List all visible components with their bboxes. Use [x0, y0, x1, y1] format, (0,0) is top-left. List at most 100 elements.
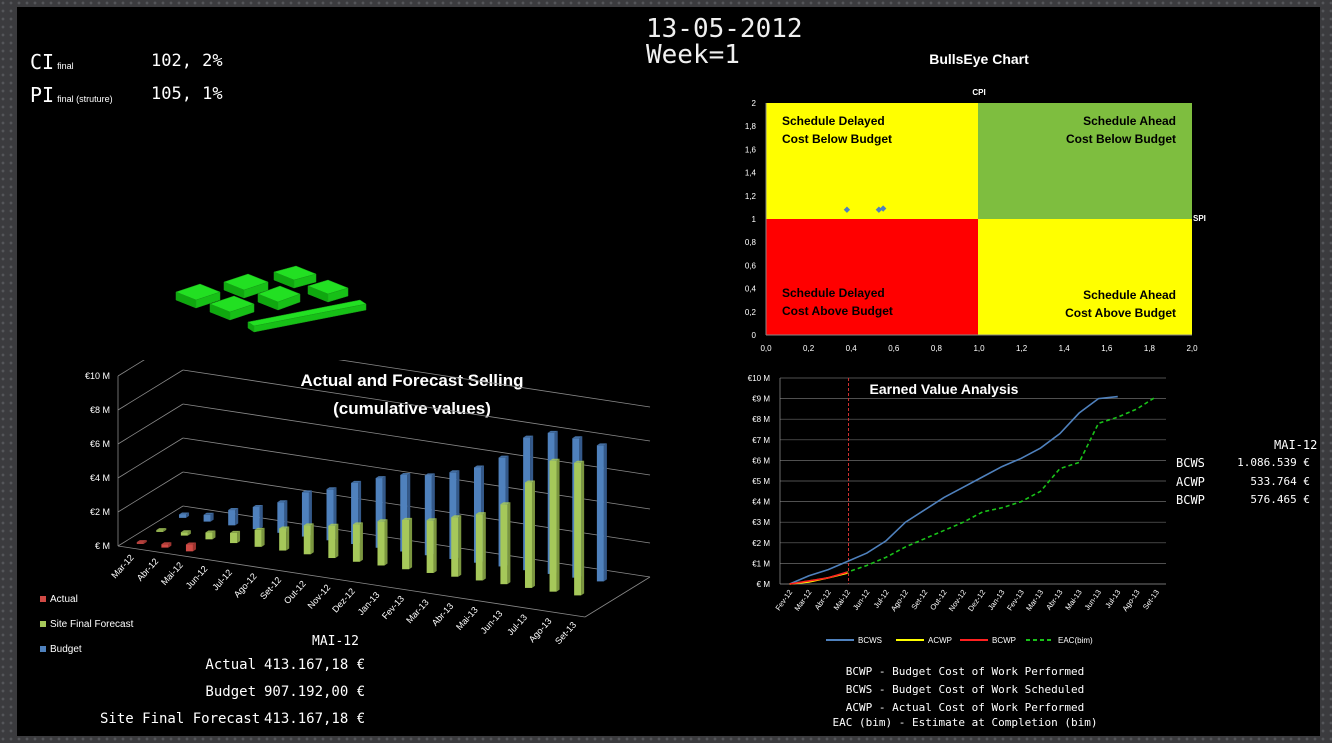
quadrant-tl-line1: Schedule Delayed	[782, 114, 885, 128]
selling-xtick-mar-12: Mar-12	[109, 553, 136, 581]
selling-bar-site-final-forecast-nov-12	[352, 522, 363, 562]
bullseye-xtick-2: 0,4	[846, 344, 858, 353]
selling-bar-actual-mar-12	[136, 540, 147, 544]
selling-xtick-ago-12: Ago-12	[232, 571, 259, 599]
selling-xtick-jun-13: Jun-13	[479, 609, 505, 636]
bullseye-cpi-label: CPI	[972, 88, 985, 97]
ev-xtick-fev-12: Fev-12	[774, 588, 795, 612]
selling-bar-site-final-forecast-abr-13	[475, 512, 486, 581]
ev-xtick-out-12: Out-12	[928, 588, 949, 612]
selling-summary-forecast-label: Site Final Forecast	[100, 711, 261, 727]
selling-xaxis	[117, 545, 586, 618]
ev-ytick-1: €1 M	[752, 559, 770, 568]
selling-sidegrid-2	[117, 437, 184, 479]
selling-xtick-jul-12: Jul-12	[210, 567, 234, 592]
selling-summary-actual-value: 413.167,18 €	[264, 657, 366, 673]
kpi-pi-symbol: PI	[30, 83, 55, 107]
selling-ytick-2: €4 M	[90, 473, 110, 483]
ev-summary-acwp-label: ACWP	[1176, 475, 1205, 489]
selling-ytick-3: €6 M	[90, 439, 110, 449]
legend-swatch-budget	[40, 646, 46, 652]
bullseye-ytick-3: 0,6	[745, 261, 757, 270]
ev-summary-bcwp-label: BCWP	[1176, 493, 1205, 507]
selling-xtick-set-13: Set-13	[553, 620, 578, 646]
ev-xtick-mai-12: Mai-12	[832, 588, 853, 612]
selling-xtick-nov-12: Nov-12	[306, 582, 333, 610]
legend-item-forecast: Site Final Forecast	[40, 619, 133, 644]
selling-bar-site-final-forecast-abr-12	[180, 530, 191, 536]
quadrant-top-right	[978, 103, 1192, 219]
selling-bar-actual-mai-12	[185, 542, 196, 552]
ev-xtick-set-13: Set-13	[1141, 588, 1161, 611]
earned-value-chart: Earned Value Analysis € M €1 M €2 M €3 M €4 …	[748, 374, 1166, 613]
selling-bar-budget-jun-12	[252, 504, 263, 530]
selling-xtick-set-12: Set-12	[258, 575, 283, 601]
ev-xtick-mar-13: Mar-13	[1024, 588, 1045, 613]
legend-label-forecast: Site Final Forecast	[50, 619, 134, 630]
kpi-pi-sub: final (struture)	[57, 94, 113, 104]
date-label: 13-05-2012	[646, 14, 803, 44]
quadrant-bl-line1: Schedule Delayed	[782, 286, 885, 300]
selling-bar-site-final-forecast-jul-12	[254, 527, 265, 547]
bullseye-xtick-1: 0,2	[803, 344, 815, 353]
ev-ytick-5: €5 M	[752, 477, 770, 486]
selling-title-line1: Actual and Forecast Selling	[301, 371, 524, 390]
selling-xtick-jun-12: Jun-12	[184, 564, 210, 591]
selling-sidegrid-0	[117, 505, 184, 547]
ev-summary-bcwp-value: 576.465 €	[1250, 493, 1310, 506]
kpi-ci-sub: final	[57, 61, 74, 71]
selling-bar-site-final-forecast-jun-13	[524, 480, 535, 588]
bullseye-title: BullsEye Chart	[929, 51, 1029, 67]
bullseye-ytick-9: 1,8	[745, 122, 757, 131]
ev-summary-bcws-value: 1.086.539 €	[1237, 456, 1310, 469]
ev-xtick-jul-12: Jul-12	[872, 588, 891, 610]
selling-xtick-mar-13: Mar-13	[404, 597, 431, 625]
definition-bcwp: BCWP - Budget Cost of Work Performed	[845, 665, 1085, 678]
legend-label-actual: Actual	[50, 594, 78, 605]
selling-sidegrid-3	[117, 403, 184, 445]
selling-sidegrid-4	[117, 369, 184, 411]
bullseye-xtick-3: 0,6	[888, 344, 900, 353]
bullseye-point-0	[843, 206, 851, 213]
bullseye-ytick-5: 1	[752, 215, 757, 224]
definition-bcws: BCWS - Budget Cost of Work Scheduled	[845, 683, 1085, 696]
quadrant-tr-line2: Cost Below Budget	[1066, 132, 1176, 146]
selling-bar-site-final-forecast-jan-13	[402, 517, 413, 570]
selling-gridline-4	[182, 369, 651, 442]
selling-xtick-mai-13: Mai-13	[454, 605, 480, 632]
selling-ytick-5: €10 M	[85, 371, 110, 381]
ev-xtick-jul-13: Jul-13	[1103, 588, 1122, 610]
ev-xtick-nov-12: Nov-12	[947, 588, 968, 613]
selling-summary-actual-label: Actual	[205, 657, 256, 673]
selling-xtick-out-12: Out-12	[282, 579, 308, 606]
selling-bar-site-final-forecast-jul-13	[549, 458, 560, 592]
kpi-ci-symbol: CI	[30, 50, 55, 74]
bullseye-xtick-8: 1,6	[1101, 344, 1113, 353]
week-label: Week=1	[646, 40, 740, 70]
selling-xtick-ago-13: Ago-13	[527, 616, 554, 644]
bullseye-xtick-7: 1,4	[1059, 344, 1071, 353]
ev-ytick-0: € M	[757, 580, 771, 589]
ev-ytick-3: €3 M	[752, 518, 770, 527]
ev-line-eac-bim	[789, 395, 1157, 585]
bullseye-spi-label: SPI	[1193, 214, 1206, 223]
selling-bar-site-final-forecast-ago-12	[279, 526, 290, 551]
legend-swatch-forecast	[40, 621, 46, 627]
selling-bar-site-final-forecast-ago-13	[574, 460, 585, 596]
quadrant-top-left	[766, 103, 978, 219]
ev-xtick-abr-13: Abr-13	[1044, 588, 1064, 612]
selling-xtick-abr-12: Abr-12	[135, 556, 161, 583]
ev-ytick-4: €4 M	[752, 498, 770, 507]
ev-line-bcws	[789, 395, 1118, 585]
ev-ytick-6: €6 M	[752, 456, 770, 465]
ev-ytick-10: €10 M	[748, 374, 771, 383]
selling-bar-site-final-forecast-out-12	[328, 523, 339, 559]
selling-ytick-0: € M	[95, 541, 110, 551]
bullseye-chart: BullsEye Chart CPI Schedule Delayed Cost…	[745, 51, 1206, 353]
bullseye-ytick-8: 1,6	[745, 145, 757, 154]
bullseye-ytick-10: 2	[752, 99, 757, 108]
quadrant-bottom-right	[978, 219, 1192, 335]
ev-summary-acwp-value: 533.764 €	[1250, 475, 1310, 488]
selling-bar-budget-ago-13	[596, 443, 607, 582]
quadrant-br-line1: Schedule Ahead	[1083, 288, 1176, 302]
